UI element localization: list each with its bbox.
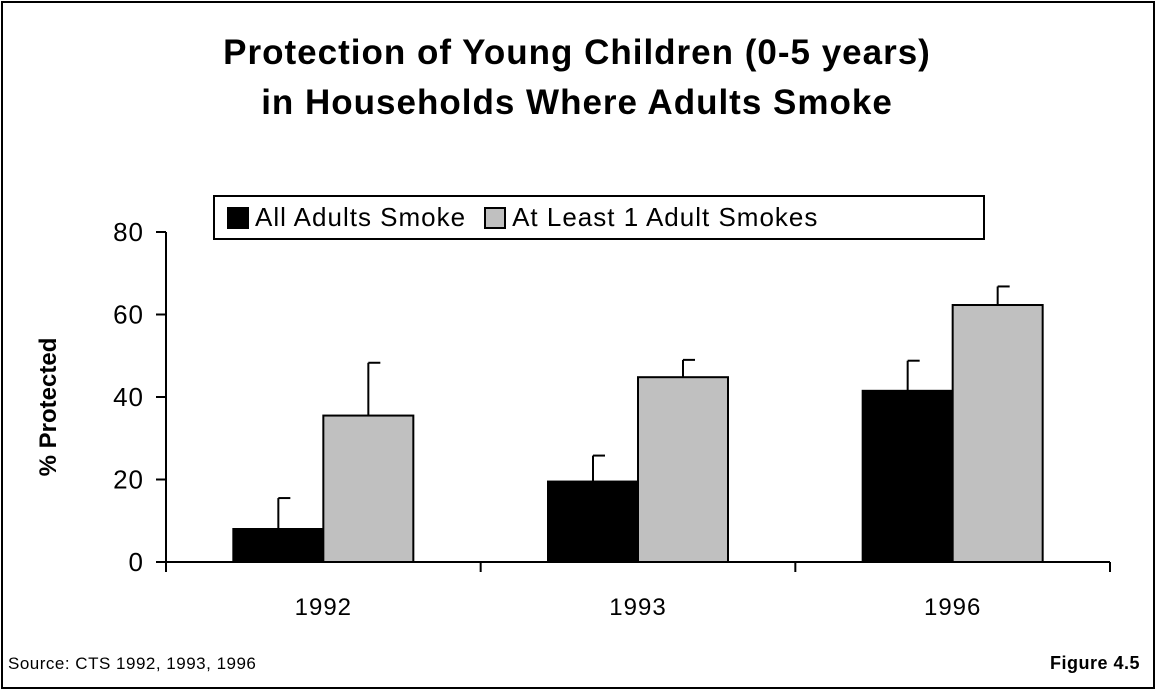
bar-at-least-one-1993 [637,376,729,564]
legend-item-at-least-one: At Least 1 Adult Smokes [484,202,818,233]
y-tick-label-40: 40 [113,382,144,412]
bar-all-adults-1992 [232,528,325,563]
y-tick-label-80: 80 [113,217,144,247]
y-tick-label-60: 60 [113,300,144,330]
legend-swatch-at-least-one [484,206,507,229]
x-tick-label-1996: 1996 [924,594,981,621]
bar-at-least-one-1996 [951,304,1044,563]
y-tick-label-0: 0 [129,547,144,577]
bar-at-least-one-1992 [322,414,415,563]
x-tick-label-1992: 1992 [295,594,352,621]
legend-item-all-adults: All Adults Smoke [227,202,466,233]
legend-label-all-adults: All Adults Smoke [255,202,467,232]
chart-title-line-2: in Households Where Adults Smoke [261,83,893,122]
legend-swatch-all-adults [227,206,249,229]
bar-all-adults-1993 [547,480,639,563]
bar-all-adults-1996 [861,389,954,563]
source-note: Source: CTS 1992, 1993, 1996 [8,654,257,673]
y-axis-label: % Protected [35,338,62,477]
legend-label-at-least-one: At Least 1 Adult Smokes [512,202,819,232]
x-tick-label-1993: 1993 [609,594,666,621]
legend: All Adults Smoke At Least 1 Adult Smokes [213,195,985,240]
chart-title-line-1: Protection of Young Children (0-5 years) [223,33,931,72]
figure-label: Figure 4.5 [1049,653,1140,673]
y-tick-label-20: 20 [113,465,144,495]
